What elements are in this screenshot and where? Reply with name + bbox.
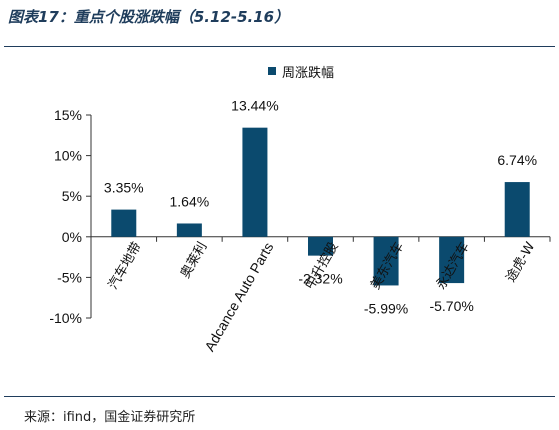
category-label: 途虎-W: [503, 239, 539, 285]
y-tick-label: 5%: [62, 188, 82, 204]
category-label: 汽车地带: [105, 239, 145, 292]
figure-title: 图表17：重点个股涨跌幅（5.12-5.16）: [8, 8, 290, 26]
category-label: 奥莱利: [178, 240, 210, 281]
bar: [176, 223, 202, 237]
figure-source: 来源：ifind，国金证券研究所: [24, 410, 196, 425]
data-label: -5.99%: [364, 300, 408, 316]
bar: [439, 236, 465, 284]
legend-swatch: [268, 67, 276, 75]
y-tick-label: -10%: [49, 310, 82, 326]
data-label: -5.70%: [429, 298, 473, 314]
bar: [111, 209, 137, 237]
data-label: 13.44%: [231, 98, 278, 114]
footer-divider: [4, 396, 555, 397]
legend-label: 周涨跌幅: [282, 65, 334, 81]
category-label: Adcance Auto Parts: [201, 240, 276, 354]
bar: [373, 236, 399, 286]
data-label: 1.64%: [170, 193, 210, 209]
data-label: 6.74%: [497, 152, 537, 168]
y-tick-label: 10%: [54, 148, 82, 164]
y-tick-label: 15%: [54, 107, 82, 123]
bar: [504, 182, 530, 237]
bar-chart: 周涨跌幅 15% 10% 5% 0% -5% -10% 3.35% 汽车地带 1.64% 奥莱利 13…: [49, 65, 551, 354]
y-tick-label: 0%: [62, 229, 82, 245]
data-label: 3.35%: [104, 180, 144, 196]
title-divider: [4, 46, 555, 47]
bar: [308, 236, 333, 256]
bar: [242, 127, 268, 237]
y-tick-label: -5%: [57, 269, 82, 285]
data-label: -2.32%: [298, 271, 342, 287]
